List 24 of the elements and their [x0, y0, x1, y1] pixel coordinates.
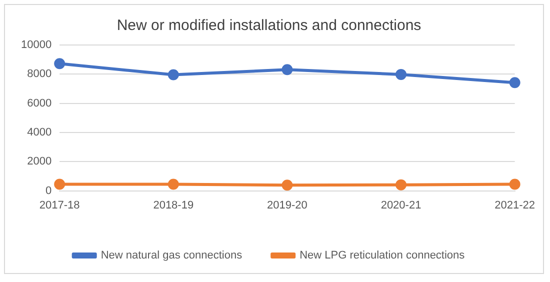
legend-label: New LPG reticulation connections	[300, 250, 466, 262]
point	[54, 58, 66, 70]
x-tick-label: 2021-22	[494, 199, 536, 212]
y-tick-label: 2000	[27, 156, 52, 168]
point	[509, 77, 520, 88]
y-tick-label: 8000	[27, 68, 52, 80]
point	[509, 178, 520, 190]
x-tick-label: 2017-18	[39, 199, 80, 212]
chart-title: New or modified installations and connections	[116, 17, 422, 34]
point	[282, 64, 293, 76]
y-tick-label: 4000	[27, 126, 52, 139]
point	[168, 69, 179, 80]
x-tick-label: 2018-19	[153, 199, 194, 212]
x-tick-label: 2019-20	[267, 199, 308, 212]
point	[168, 178, 179, 190]
y-tick-label: 6000	[27, 97, 52, 110]
legend-label: New natural gas connections	[100, 250, 243, 262]
point	[282, 180, 293, 191]
point	[54, 178, 66, 190]
point	[396, 179, 407, 190]
x-tick-label: 2020-21	[380, 199, 422, 212]
y-tick-label: 10000	[20, 39, 52, 52]
y-tick-label: 0	[45, 184, 52, 197]
point	[396, 68, 407, 80]
